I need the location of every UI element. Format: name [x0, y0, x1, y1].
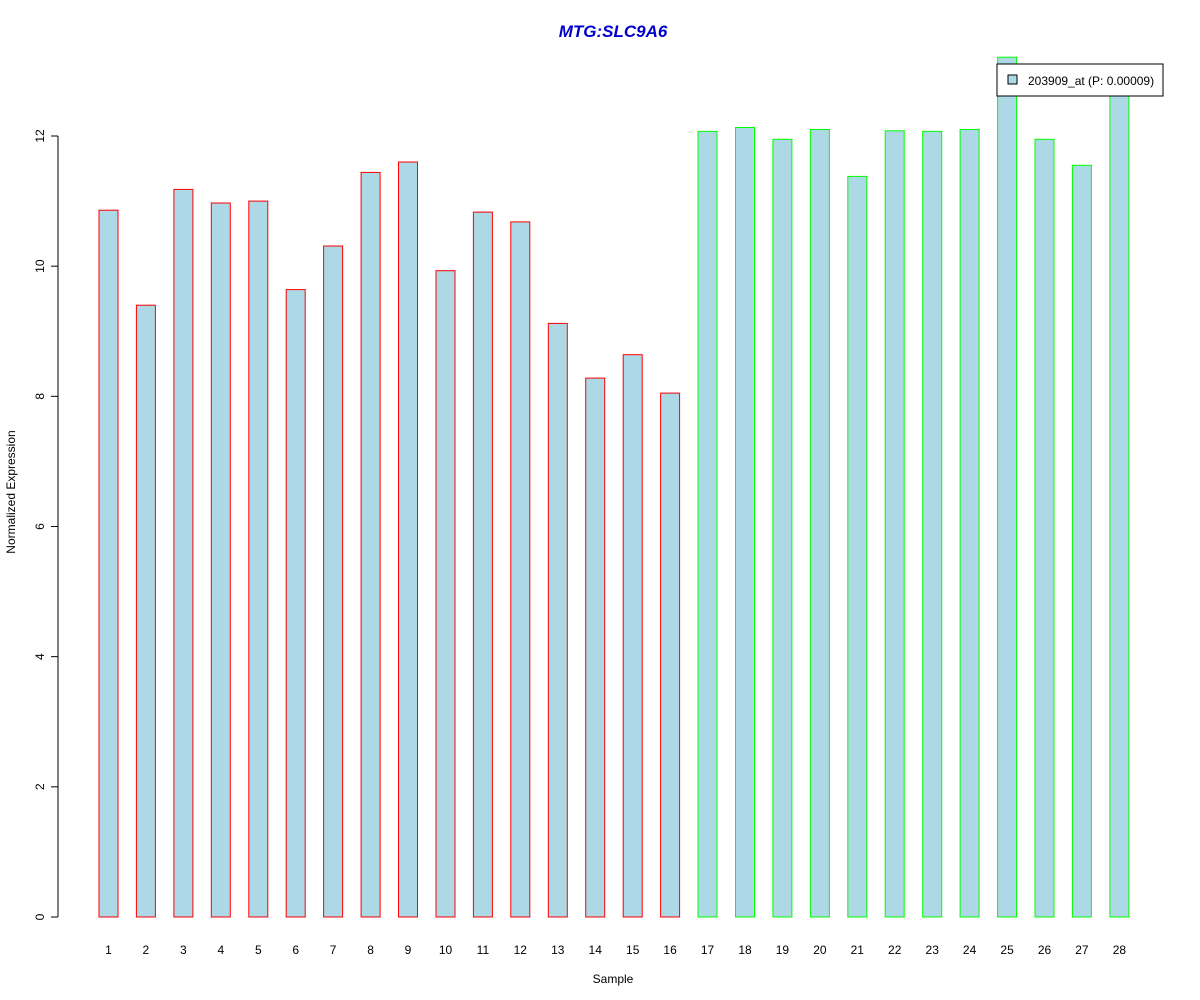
bar-sample-9	[398, 161, 418, 918]
bar-sample-20	[809, 129, 830, 918]
bar-sample-6	[285, 289, 306, 918]
x-tick-label: 14	[589, 943, 603, 957]
x-tick-label: 28	[1113, 943, 1127, 957]
bar-sample-2	[135, 304, 156, 918]
y-tick-label: 10	[33, 259, 47, 273]
x-tick-label: 26	[1038, 943, 1052, 957]
chart-title: MTG:SLC9A6	[559, 22, 668, 41]
legend-label: 203909_at (P: 0.00009)	[1028, 74, 1154, 88]
x-tick-label: 23	[926, 943, 940, 957]
x-tick-label: 17	[701, 943, 715, 957]
bar-sample-25	[997, 56, 1018, 918]
x-tick-label: 10	[439, 943, 453, 957]
legend-swatch	[1007, 74, 1018, 85]
y-axis: 0 2 4 6 8 10 12	[33, 129, 59, 920]
bar-sample-3	[173, 188, 194, 918]
bar-sample-8	[360, 171, 381, 918]
x-tick-label: 22	[888, 943, 902, 957]
x-tick-label: 25	[1000, 943, 1014, 957]
x-tick-label: 16	[663, 943, 677, 957]
x-tick-label: 6	[292, 943, 299, 957]
x-tick-label: 7	[330, 943, 337, 957]
y-tick-label: 8	[33, 393, 47, 400]
x-tick-label: 3	[180, 943, 187, 957]
bar-sample-13	[547, 322, 568, 918]
x-tick-label: 5	[255, 943, 262, 957]
y-tick-label: 0	[33, 913, 47, 920]
bar-sample-18	[735, 127, 755, 918]
legend-box	[996, 63, 1164, 97]
x-axis-title: Sample	[593, 972, 634, 986]
bar-sample-24	[959, 129, 980, 918]
y-tick-label: 6	[33, 523, 47, 530]
x-tick-label: 2	[143, 943, 150, 957]
bar-sample-27	[1071, 164, 1092, 918]
y-tick-label: 12	[33, 129, 47, 143]
bar-sample-21	[847, 175, 868, 918]
bars	[98, 56, 1130, 918]
x-tick-labels: 1 2 3 4 5 6 7 8 9 10 11 12 13 14 15 16 17 18 19 20 21 22 23 24 2…	[105, 943, 1126, 957]
x-tick-label: 8	[367, 943, 374, 957]
y-axis-title: Normalized Expression	[4, 430, 18, 553]
bar-sample-16	[660, 392, 681, 918]
legend: 203909_at (P: 0.00009)	[996, 63, 1164, 97]
bar-sample-14	[585, 377, 606, 918]
x-tick-label: 24	[963, 943, 977, 957]
y-tick-label: 2	[33, 783, 47, 790]
x-tick-label: 1	[105, 943, 112, 957]
bar-sample-23	[922, 130, 943, 918]
bar-sample-22	[884, 130, 905, 918]
x-tick-label: 20	[813, 943, 827, 957]
bar-sample-4	[210, 202, 231, 918]
x-tick-label: 11	[477, 943, 490, 957]
bar-sample-19	[772, 138, 793, 918]
bar-sample-7	[323, 245, 344, 918]
x-tick-label: 12	[514, 943, 528, 957]
bar-sample-5	[248, 200, 269, 918]
bar-sample-26	[1034, 138, 1055, 918]
bar-sample-11	[472, 211, 493, 918]
bar-sample-17	[697, 130, 718, 918]
bar-sample-12	[510, 221, 531, 918]
x-tick-label: 15	[626, 943, 640, 957]
x-tick-label: 13	[551, 943, 565, 957]
bar-sample-15	[622, 354, 643, 918]
bar-sample-1	[98, 209, 119, 918]
x-tick-label: 19	[776, 943, 790, 957]
x-tick-label: 18	[738, 943, 752, 957]
x-tick-label: 4	[217, 943, 224, 957]
x-tick-label: 9	[405, 943, 412, 957]
bar-sample-28	[1109, 89, 1130, 918]
x-tick-label: 21	[851, 943, 865, 957]
x-tick-label: 27	[1075, 943, 1089, 957]
y-tick-label: 4	[33, 653, 47, 660]
bar-sample-10	[435, 270, 456, 918]
